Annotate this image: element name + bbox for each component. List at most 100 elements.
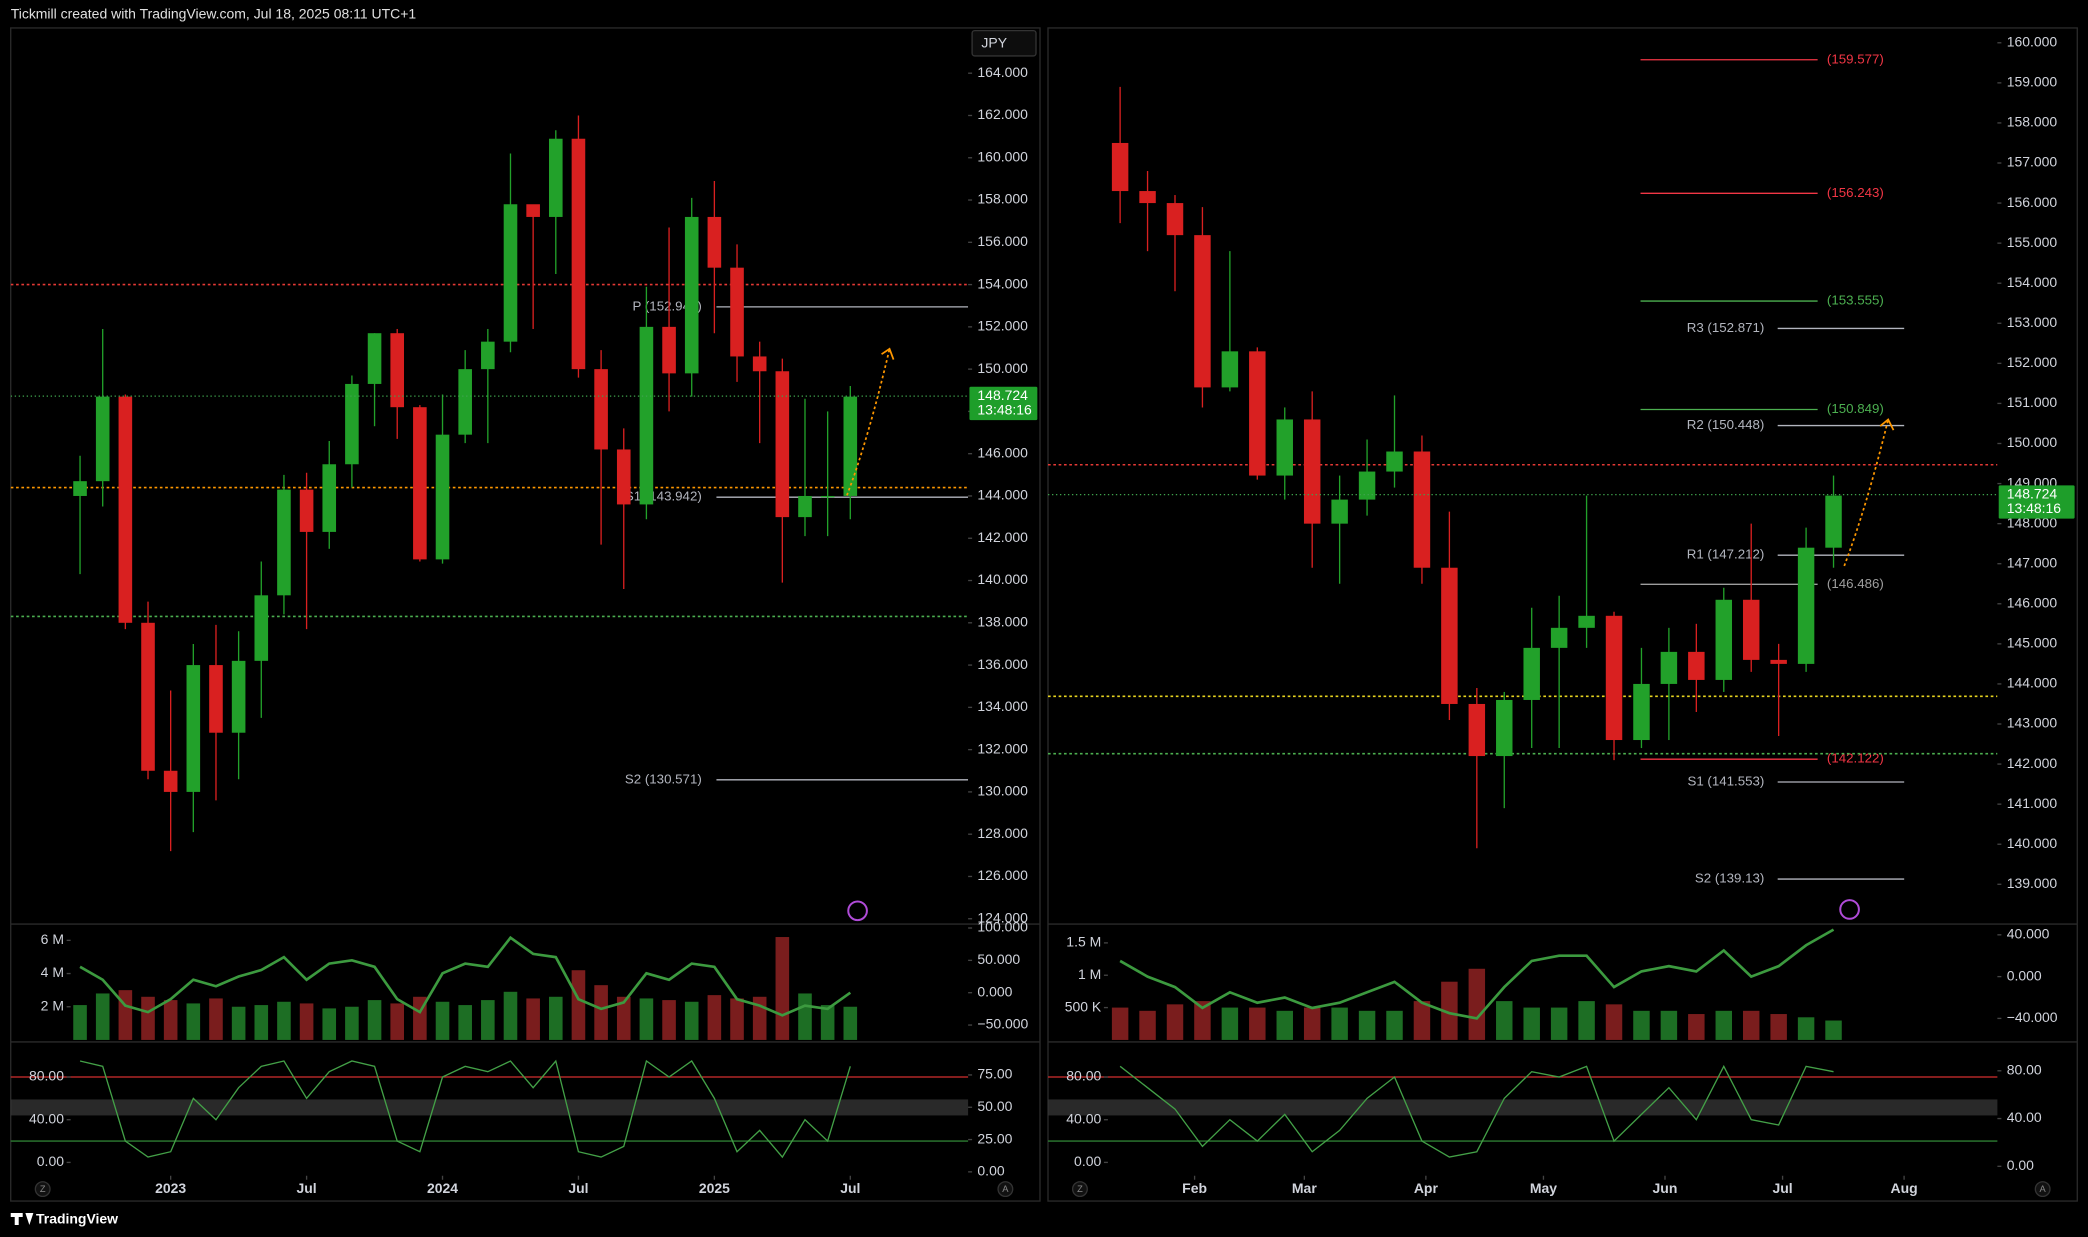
main-pane: P (152.946) S1 (143.942) S2 (130.571) xyxy=(10,115,969,852)
level-label: S1 (141.553) xyxy=(1687,774,1764,789)
candle-body xyxy=(503,204,518,342)
volume-bar xyxy=(1523,1007,1540,1040)
volume-bar xyxy=(1358,1010,1376,1040)
corner-label: Z xyxy=(40,1184,46,1194)
candle-body xyxy=(322,464,337,532)
alert-icon[interactable] xyxy=(1839,899,1860,920)
y-tick-label: 142.000 xyxy=(977,529,1028,545)
volume-bar xyxy=(594,985,608,1040)
x-tick-label: Jul xyxy=(296,1180,316,1196)
y-tick-label: 139.000 xyxy=(2007,875,2058,891)
candle-body xyxy=(594,369,608,450)
volume-bar xyxy=(299,1003,314,1040)
candle-body xyxy=(1441,567,1458,704)
level-label: (153.555) xyxy=(1827,293,1884,308)
alert-icon[interactable] xyxy=(847,900,868,922)
volume-bar xyxy=(798,993,812,1040)
candle-body xyxy=(662,326,676,374)
oscillator-tick-label: 40.00 xyxy=(1066,1110,1101,1126)
volume-bar xyxy=(1221,1007,1239,1040)
candle-body xyxy=(616,449,631,505)
volume-y2-tick-label: −50.000 xyxy=(977,1016,1028,1032)
x-tick-label: 2024 xyxy=(427,1180,458,1196)
y-tick-label: 128.000 xyxy=(977,825,1028,841)
volume-bar xyxy=(1770,1014,1787,1040)
volume-bar xyxy=(1276,1010,1293,1040)
level-label: (159.577) xyxy=(1827,51,1884,66)
volume-bar xyxy=(616,996,631,1040)
y-tick-label: 158.000 xyxy=(977,191,1028,207)
x-tick-label: Mar xyxy=(1292,1180,1317,1196)
y-tick-label: 154.000 xyxy=(2007,274,2058,290)
volume-bar xyxy=(435,1001,450,1040)
x-tick-label: Jul xyxy=(1772,1180,1792,1196)
momentum-line xyxy=(79,935,852,1017)
y-tick-label: 158.000 xyxy=(2007,114,2058,130)
y-tick-label: 150.000 xyxy=(977,360,1028,376)
volume-bar xyxy=(481,1000,495,1040)
y-tick-label: 150.000 xyxy=(2007,434,2058,450)
candle-body xyxy=(571,138,586,370)
y-tick-label: 164.000 xyxy=(977,64,1028,80)
volume-y2-tick-label: 0.000 xyxy=(977,983,1012,999)
x-tick-label: Jun xyxy=(1653,1180,1678,1196)
oscillator-tick-label: 0.00 xyxy=(1074,1153,1101,1169)
candle-body xyxy=(435,434,450,560)
y-tick-label: 154.000 xyxy=(977,275,1028,291)
volume-bar xyxy=(503,991,518,1040)
candle-body xyxy=(526,204,540,217)
volume-bar xyxy=(231,1006,246,1040)
candle-body xyxy=(413,407,427,560)
y-tick-label: 130.000 xyxy=(977,783,1028,799)
candle-body xyxy=(1249,351,1266,476)
level-label: R3 (152.871) xyxy=(1687,320,1765,335)
y-tick-label: 156.000 xyxy=(2007,194,2058,210)
volume-bar xyxy=(639,998,654,1040)
volume-bar xyxy=(1715,1010,1733,1040)
candle-body xyxy=(1276,419,1293,476)
y-tick-label: 156.000 xyxy=(977,233,1028,249)
tv-logo xyxy=(10,1213,34,1226)
y-tick-label: 160.000 xyxy=(2007,33,2058,49)
volume-bar xyxy=(1166,1004,1184,1040)
candle-body xyxy=(1111,142,1129,192)
oscillator-tick-label: 40.00 xyxy=(29,1110,64,1126)
candle-body xyxy=(1770,659,1787,664)
candle-body xyxy=(1496,699,1513,757)
volume-bar xyxy=(322,1008,337,1040)
volume-bar xyxy=(1139,1010,1156,1040)
candle-body xyxy=(277,489,291,596)
y-tick-label: 132.000 xyxy=(977,740,1028,756)
level-label: (156.243) xyxy=(1827,185,1884,200)
y-tick-label: 146.000 xyxy=(977,444,1028,460)
projection-path xyxy=(1843,419,1890,567)
y-tick-label: 143.000 xyxy=(2007,715,2058,731)
oscillator-y2-tick-label: 50.00 xyxy=(977,1098,1012,1114)
corner-label: Z xyxy=(1077,1184,1083,1194)
corner-button xyxy=(997,1181,1014,1198)
volume-bar xyxy=(1441,981,1458,1040)
header-text: Tickmill created with TradingView.com, J… xyxy=(11,5,417,21)
y-tick-label: 138.000 xyxy=(977,613,1028,629)
candle-body xyxy=(299,489,314,532)
level-label: S2 (130.571) xyxy=(625,771,702,786)
y-tick-label: 134.000 xyxy=(977,698,1028,714)
candle-body xyxy=(118,396,133,623)
volume-bar xyxy=(548,996,563,1040)
y-tick-label: 152.000 xyxy=(2007,354,2058,370)
candle-body xyxy=(1825,495,1842,548)
candle-body xyxy=(1715,599,1733,680)
volume-bar xyxy=(1496,1001,1513,1040)
candle-body xyxy=(775,371,790,518)
candle-body xyxy=(73,481,87,496)
candle-body xyxy=(1578,615,1595,628)
x-tick-label: May xyxy=(1530,1180,1557,1196)
candle-body xyxy=(1166,203,1184,236)
y-tick-label: 136.000 xyxy=(977,656,1028,672)
volume-bar xyxy=(1111,1007,1129,1040)
volume-bar xyxy=(254,1005,269,1040)
projection-arrow xyxy=(881,347,895,360)
oscillator-y2-tick-label: 0.00 xyxy=(977,1163,1004,1179)
